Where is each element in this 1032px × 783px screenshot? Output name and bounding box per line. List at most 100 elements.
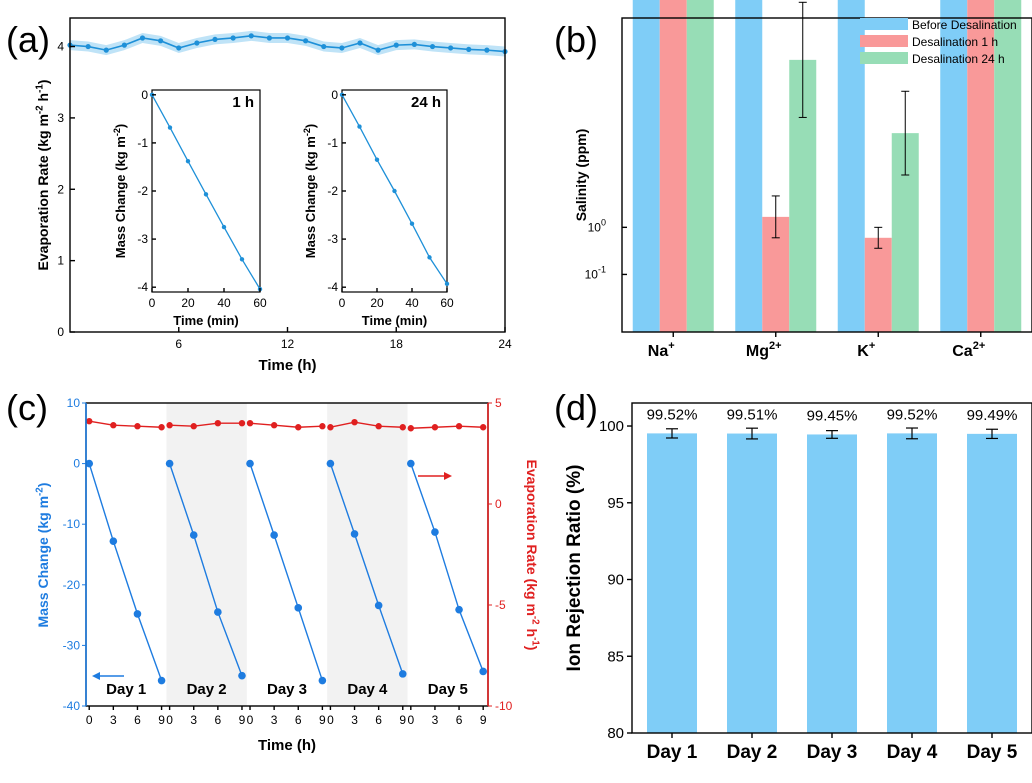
y-tick-label: -20 [63,578,81,592]
day-label: Day 3 [267,681,307,698]
inset-x-tick-label: 60 [440,296,454,310]
inset-y-tick-label: -4 [327,280,338,294]
rate-point [375,423,382,430]
x-tick-label: 6 [456,713,463,727]
inset-x-tick-label: 20 [370,296,384,310]
data-label: 99.51% [727,407,778,424]
inset-x-axis-label: Time (min) [173,313,239,328]
x-axis-label: Time (h) [258,357,316,374]
category-label: Day 1 [647,742,698,763]
error-band [70,30,505,57]
x-tick-label: 3 [110,713,117,727]
rate-point [455,423,463,430]
inset-point [185,158,191,164]
mass-line [168,463,243,676]
data-point [429,43,436,50]
rate-point [238,420,246,427]
rate-point [270,422,278,429]
rate-line [89,420,162,428]
y-tick-label: 100 [599,418,624,435]
bar [940,0,968,332]
x-tick-label: 0 [407,713,414,727]
inset-y-tick-label: -1 [327,136,338,150]
bar [632,0,660,332]
mass-point [294,604,303,612]
y-tick-label: 3 [57,111,64,125]
inset-y-tick-label: -3 [327,232,338,246]
x-tick-label: 18 [390,337,404,351]
inset-point [409,221,415,226]
x-tick-label: 24 [498,337,512,351]
bar [967,0,995,332]
category-label: Day 4 [887,742,938,763]
y-axis-label: Evaporation Rate (kg m-2​ h-1​) [34,80,51,271]
x-tick-label: 6 [175,337,182,351]
y-tick-label: 85 [607,648,624,665]
inset-point [444,281,450,287]
axes-frame [631,402,1032,734]
x-tick-label: 0 [166,713,173,727]
x-tick-label: 6 [295,713,302,727]
data-point [194,40,200,46]
mass-point [133,610,142,618]
inset-x-axis-label: Time (min) [362,313,428,328]
y-tick-label: 90 [607,572,624,589]
inset-y-tick-label: -2 [137,184,148,198]
mass-point [214,608,222,616]
panel-d-letter: (d) [554,387,598,428]
data-point [176,45,182,51]
inset-x-tick-label: 20 [181,296,195,310]
y2-tick-label: 0 [495,497,502,511]
y-tick-label: 4 [57,40,64,54]
bar [807,434,857,733]
x-tick-label: 3 [271,713,278,727]
data-point [357,40,363,46]
day-label: Day 2 [187,681,227,698]
inset-x-tick-label: 60 [253,296,267,310]
axes-frame [85,402,489,707]
rate-point [319,423,326,430]
y-tick-label: 1 [57,254,64,268]
mass-point [479,667,487,676]
mass-line [249,463,324,681]
category-label: Day 3 [807,742,858,763]
inset-y-tick-label: 0 [331,88,338,102]
data-point [375,47,381,53]
bar [659,0,687,332]
bar [837,0,865,332]
mass-point [455,605,463,614]
inset-y-tick-label: -3 [137,232,148,246]
inset-point [374,157,380,162]
rate-point [295,424,302,431]
inset-point [167,125,173,130]
category-label: Ca2+ [952,340,985,360]
rate-point [399,424,406,431]
category-label: Mg2+ [746,340,782,360]
data-label: 99.49% [967,407,1018,424]
bar [647,433,697,733]
inset-point [221,224,227,230]
y2-tick-label: 5 [495,396,502,410]
x-tick-label: 6 [215,713,222,727]
panel-b-letter: (b) [554,19,598,60]
inset-y-axis-label: Mass Change (kg m-2​) [112,124,128,259]
rate-line [330,421,403,428]
y-tick-label: 80 [607,725,624,742]
bar [887,433,937,733]
rate-point [190,423,197,430]
inset-point [357,124,362,129]
rate-point [158,424,165,431]
right-arrow-head [444,472,452,480]
panel-c-letter: (c) [6,387,48,428]
legend-label: Desalination 1 h [912,35,998,49]
y-tick-label: 2 [57,182,64,196]
mass-point [374,601,383,610]
y-tick-label: 10 [67,396,81,410]
data-point [393,42,399,48]
y-tick-label: -40 [63,699,81,713]
day-shade [327,403,408,706]
bar [727,433,777,733]
data-label: 99.52% [887,406,938,423]
mass-point [157,676,166,685]
data-point [158,38,164,44]
